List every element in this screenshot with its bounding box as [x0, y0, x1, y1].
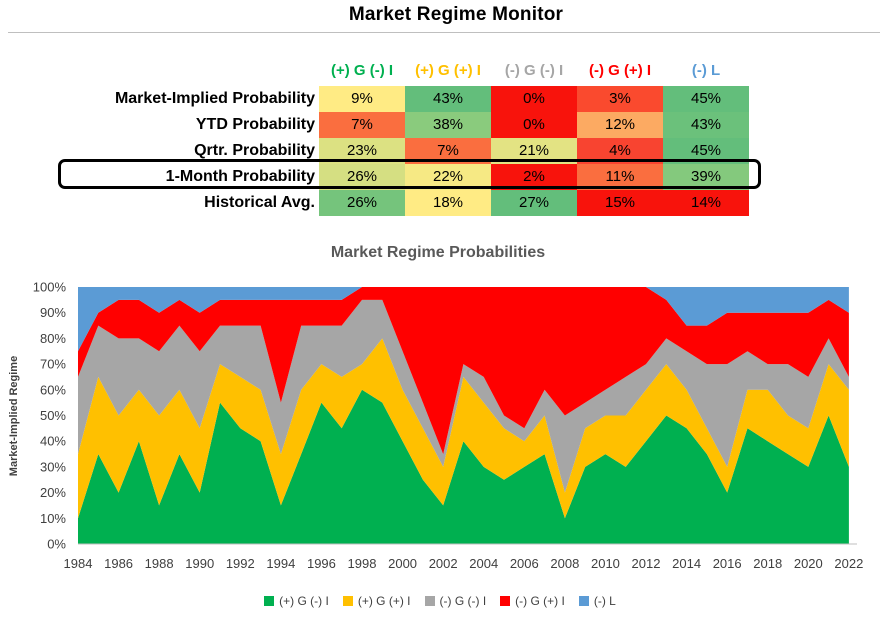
y-tick-label: 30%	[40, 459, 66, 474]
table-cell: 2%	[491, 164, 577, 190]
legend-swatch	[264, 596, 275, 606]
y-tick-label: 60%	[40, 382, 66, 397]
series-area	[78, 287, 849, 352]
row-label: Market-Implied Probability	[114, 90, 315, 107]
regime-area-chart: 0% 10% 20% 30% 40% 50% 60% 70% 80% 90% 100% 1984 198…	[33, 280, 864, 572]
legend-label: (-) G (-) I	[439, 594, 487, 608]
row-label: Historical Avg.	[204, 194, 315, 211]
series-area	[78, 299, 849, 493]
table-cell: 11%	[577, 164, 663, 190]
legend-item: (+) G (-) I	[264, 594, 329, 608]
table-cell: 0%	[491, 112, 577, 138]
y-tick-label: 0%	[47, 537, 66, 552]
x-tick-label: 2006	[510, 556, 539, 571]
y-tick-label: 70%	[40, 357, 66, 372]
table-cell: 9%	[319, 86, 405, 112]
column-header: (-) G (+) I	[588, 62, 652, 79]
table-cell: 26%	[319, 190, 405, 216]
table-cell: 43%	[405, 86, 491, 112]
legend-swatch	[500, 596, 511, 606]
legend-label: (-) L	[593, 594, 616, 608]
x-tick-label: 2002	[429, 556, 458, 571]
table-cell: 0%	[491, 86, 577, 112]
table-cell: 27%	[491, 190, 577, 216]
row-label: YTD Probability	[195, 116, 315, 133]
series-area	[78, 287, 849, 455]
legend-label: (+) G (+) I	[357, 594, 411, 608]
y-tick-label: 40%	[40, 434, 66, 449]
page-title: Market Regime Monitor	[348, 4, 564, 25]
x-tick-label: 2012	[632, 556, 661, 571]
table-cell: 22%	[405, 164, 491, 190]
x-tick-label: 1988	[145, 556, 174, 571]
x-tick-label: 2000	[388, 556, 417, 571]
x-tick-label: 1984	[64, 556, 93, 571]
y-tick-label: 90%	[40, 305, 66, 320]
y-tick-label: 20%	[40, 485, 66, 500]
x-tick-label: 2020	[794, 556, 823, 571]
legend-item: (+) G (+) I	[342, 594, 411, 608]
chart-legend: (+) G (-) I (+) G (+) I (-) G (-) I (-) G (…	[0, 594, 880, 608]
legend-item: (-) G (+) I	[500, 594, 565, 608]
x-tick-label: 1992	[226, 556, 255, 571]
legend-swatch	[342, 596, 353, 606]
x-tick-label: 1986	[104, 556, 133, 571]
legend-item: (-) L	[578, 594, 616, 608]
column-header: (-) G (-) I	[504, 62, 564, 79]
column-header: (+) G (-) I	[330, 62, 394, 79]
x-tick-label: 1998	[348, 556, 377, 571]
table-cell: 18%	[405, 190, 491, 216]
legend-label: (-) G (+) I	[515, 594, 565, 608]
column-header: (-) L	[691, 62, 721, 79]
column-header: (+) G (+) I	[415, 62, 481, 79]
table-cell: 43%	[663, 112, 749, 138]
legend-swatch	[578, 596, 589, 606]
y-tick-label: 80%	[40, 331, 66, 346]
legend-swatch	[424, 596, 435, 606]
table-cell: 14%	[663, 190, 749, 216]
x-tick-label: 2016	[713, 556, 742, 571]
legend-item: (-) G (-) I	[424, 594, 487, 608]
table-cell: 26%	[319, 164, 405, 190]
row-label: Qrtr. Probability	[194, 142, 315, 159]
table-cell: 12%	[577, 112, 663, 138]
series-area	[78, 338, 849, 519]
x-tick-label: 2004	[469, 556, 498, 571]
table-cell: 45%	[663, 86, 749, 112]
y-tick-label: 10%	[40, 511, 66, 526]
x-tick-label: 1994	[266, 556, 295, 571]
x-tick-label: 1996	[307, 556, 336, 571]
title-divider	[8, 32, 880, 33]
x-tick-label: 1990	[185, 556, 214, 571]
row-label: 1-Month Probability	[165, 168, 315, 185]
y-tick-label: 50%	[40, 408, 66, 423]
x-tick-label: 2010	[591, 556, 620, 571]
x-tick-label: 2022	[834, 556, 863, 571]
table-cell: 3%	[577, 86, 663, 112]
table-cell: 7%	[319, 112, 405, 138]
table-cell: 15%	[577, 190, 663, 216]
table-cell: 39%	[663, 164, 749, 190]
table-cell: 38%	[405, 112, 491, 138]
chart-title: Market Regime Probabilities	[330, 244, 546, 261]
x-tick-label: 2008	[550, 556, 579, 571]
legend-label: (+) G (-) I	[279, 594, 329, 608]
series-area	[78, 389, 849, 544]
x-tick-label: 2018	[753, 556, 782, 571]
y-tick-label: 100%	[33, 280, 67, 295]
x-tick-label: 2014	[672, 556, 701, 571]
one-month-highlight-box	[58, 159, 761, 189]
